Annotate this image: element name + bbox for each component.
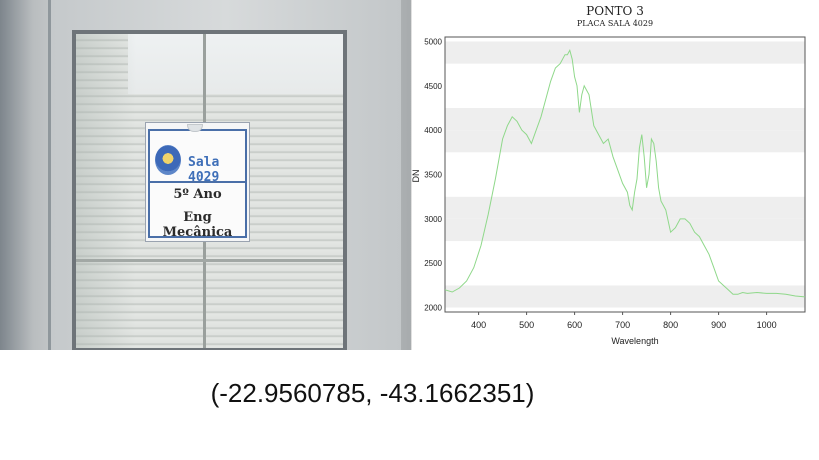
x-tick-label: 600 [567,320,582,330]
chart-title: PONTO 3 [586,4,644,18]
sign-body-box: 5º Ano Eng Mecânica [148,181,247,240]
y-axis-label: DN [412,170,421,183]
spectrum-chart: PONTO 3 PLACA SALA 4029 Wavelength DN 40… [411,0,819,350]
grid-band [445,285,805,308]
glass-reflection [76,34,136,348]
room-sign-photo: Sala 4029 5º Ano Eng Mecânica [0,0,411,350]
x-tick-label: 1000 [757,320,777,330]
y-tick-label: 2500 [424,259,442,268]
plot-area [444,36,806,313]
x-axis-label: Wavelength [611,336,658,346]
room-sign: Sala 4029 5º Ano Eng Mecânica [145,122,250,242]
x-tick-label: 400 [471,320,486,330]
x-axis-ticks: 400 500 600 700 800 900 1000 [471,312,777,330]
spectrum-chart-svg: PONTO 3 PLACA SALA 4029 Wavelength DN 40… [412,4,806,346]
y-axis-ticks: 2000 2500 3000 3500 4000 4500 5000 [424,37,442,312]
y-tick-label: 5000 [424,37,442,46]
grid-band [445,107,805,131]
y-tick-label: 3000 [424,215,442,224]
x-tick-label: 900 [711,320,726,330]
gps-coordinates: (-22.9560785, -43.1662351) [210,378,535,408]
x-tick-label: 700 [615,320,630,330]
grid-band [445,174,805,197]
y-tick-label: 3500 [424,171,442,180]
chart-subtitle: PLACA SALA 4029 [577,19,653,28]
grid-band [445,196,805,219]
x-tick-label: 500 [519,320,534,330]
grid-band [445,263,805,286]
grid-band [445,41,805,64]
sign-course: Eng Mecânica [162,210,233,240]
grid-band [445,130,805,153]
grid-bands [445,41,805,308]
y-tick-label: 4000 [424,126,442,135]
x-tick-label: 800 [663,320,678,330]
blind-rail [76,259,343,262]
sign-header-box: Sala 4029 [148,129,247,185]
sign-year: 5º Ano [173,187,222,202]
university-logo-icon [155,145,181,175]
door-window [72,30,347,350]
y-tick-label: 2000 [424,304,442,313]
series-line [444,48,806,298]
blinds-gap [128,34,343,94]
grid-band [445,218,805,242]
grid-band [445,85,805,108]
y-tick-label: 4500 [424,82,442,91]
